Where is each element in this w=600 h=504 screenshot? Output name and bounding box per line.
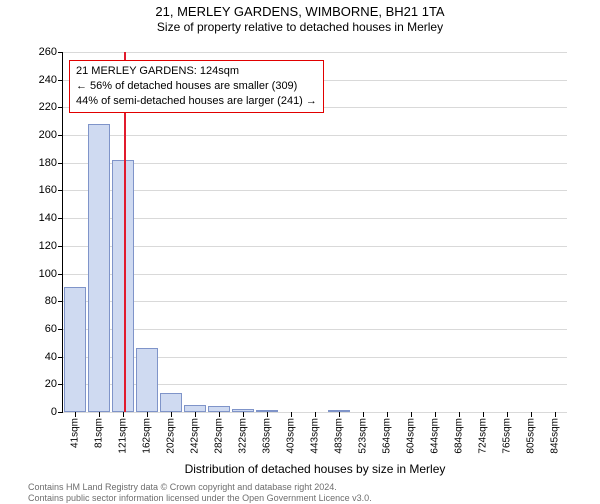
y-gridline [63,301,567,302]
annotation-line2: ← 56% of detached houses are smaller (30… [76,79,317,94]
y-tick-mark [58,357,63,358]
footer-attribution: Contains HM Land Registry data © Crown c… [28,482,372,504]
x-tick-mark [531,412,532,417]
x-tick-label: 242sqm [190,418,201,454]
x-tick-label: 765sqm [502,418,513,454]
x-tick-label: 443sqm [310,418,321,454]
y-tick-mark [58,52,63,53]
x-tick-label: 282sqm [214,418,225,454]
x-tick-mark [315,412,316,417]
x-tick-mark [291,412,292,417]
annotation-line1: 21 MERLEY GARDENS: 124sqm [76,64,317,79]
x-tick-mark [171,412,172,417]
x-tick-label: 121sqm [118,418,129,454]
x-tick-label: 644sqm [430,418,441,454]
x-tick-mark [435,412,436,417]
x-tick-label: 724sqm [478,418,489,454]
x-tick-mark [243,412,244,417]
x-tick-label: 403sqm [286,418,297,454]
x-tick-label: 483sqm [334,418,345,454]
histogram-bar [160,393,182,412]
y-tick-mark [58,107,63,108]
chart-subtitle: Size of property relative to detached ho… [0,20,600,35]
chart-plot-area: Number of detached properties Distributi… [62,52,567,413]
y-tick-label: 120 [39,240,57,252]
histogram-bar [136,348,158,412]
x-tick-mark [123,412,124,417]
y-gridline [63,135,567,136]
x-tick-mark [387,412,388,417]
y-tick-label: 260 [39,46,57,58]
footer-line2: Contains public sector information licen… [28,493,372,504]
y-tick-mark [58,301,63,302]
y-tick-label: 60 [45,323,57,335]
x-tick-mark [219,412,220,417]
histogram-bar [112,160,134,412]
y-tick-label: 0 [51,406,57,418]
y-tick-mark [58,218,63,219]
x-tick-mark [75,412,76,417]
y-gridline [63,246,567,247]
y-tick-label: 140 [39,212,57,224]
x-tick-mark [411,412,412,417]
y-tick-label: 240 [39,74,57,86]
y-tick-mark [58,384,63,385]
y-tick-mark [58,190,63,191]
x-tick-label: 604sqm [406,418,417,454]
y-tick-label: 220 [39,101,57,113]
chart-title: 21, MERLEY GARDENS, WIMBORNE, BH21 1TA [0,4,600,20]
x-tick-label: 41sqm [70,418,81,448]
y-tick-mark [58,274,63,275]
annotation-box: 21 MERLEY GARDENS: 124sqm← 56% of detach… [69,60,324,113]
y-tick-label: 100 [39,268,57,280]
y-tick-label: 20 [45,378,57,390]
y-tick-label: 200 [39,129,57,141]
y-tick-label: 80 [45,295,57,307]
footer-line1: Contains HM Land Registry data © Crown c… [28,482,372,493]
y-gridline [63,329,567,330]
y-tick-mark [58,412,63,413]
x-tick-mark [147,412,148,417]
x-tick-mark [267,412,268,417]
x-tick-label: 684sqm [454,418,465,454]
x-tick-mark [363,412,364,417]
x-tick-label: 523sqm [358,418,369,454]
histogram-bar [88,124,110,412]
x-tick-mark [195,412,196,417]
x-tick-mark [555,412,556,417]
x-tick-mark [507,412,508,417]
y-gridline [63,218,567,219]
y-gridline [63,274,567,275]
x-tick-label: 81sqm [94,418,105,448]
x-tick-mark [99,412,100,417]
histogram-bar [184,405,206,412]
x-tick-label: 322sqm [238,418,249,454]
x-tick-mark [483,412,484,417]
x-tick-label: 805sqm [526,418,537,454]
x-tick-label: 162sqm [142,418,153,454]
y-tick-mark [58,135,63,136]
y-tick-mark [58,246,63,247]
x-axis-title: Distribution of detached houses by size … [185,462,446,476]
histogram-bar [64,287,86,412]
y-tick-mark [58,80,63,81]
y-gridline [63,190,567,191]
y-tick-label: 40 [45,351,57,363]
x-tick-label: 564sqm [382,418,393,454]
y-gridline [63,163,567,164]
x-tick-mark [339,412,340,417]
x-tick-label: 845sqm [550,418,561,454]
y-tick-mark [58,329,63,330]
y-tick-mark [58,163,63,164]
y-tick-label: 160 [39,184,57,196]
x-tick-label: 202sqm [166,418,177,454]
x-tick-label: 363sqm [262,418,273,454]
annotation-line3: 44% of semi-detached houses are larger (… [76,94,317,109]
x-tick-mark [459,412,460,417]
y-gridline [63,52,567,53]
y-tick-label: 180 [39,157,57,169]
